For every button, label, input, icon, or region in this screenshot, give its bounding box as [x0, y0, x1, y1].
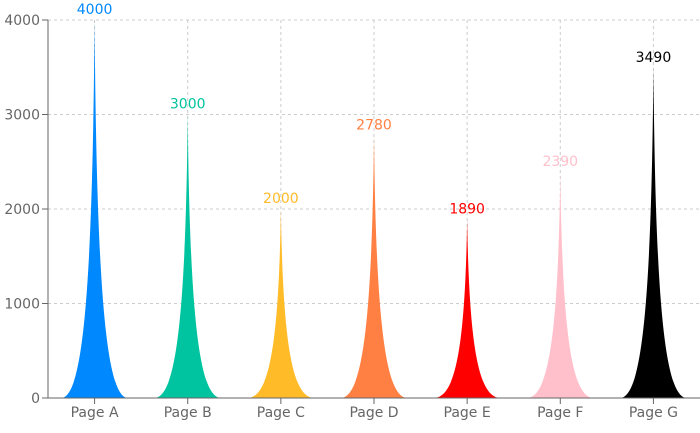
bar [526, 172, 594, 398]
x-tick-label: Page G [629, 405, 678, 421]
x-tick-label: Page B [164, 405, 212, 421]
y-tick-label: 4000 [4, 13, 40, 29]
bar [433, 219, 501, 398]
data-label: 4000 [77, 2, 113, 18]
x-tick-label: Page D [349, 405, 398, 421]
y-tick-label: 2000 [4, 202, 40, 218]
bar [154, 114, 222, 398]
data-label: 2780 [356, 117, 392, 133]
x-tick-label: Page E [444, 405, 491, 421]
data-label: 3000 [170, 97, 206, 113]
bar [340, 135, 408, 399]
data-label: 2000 [263, 191, 299, 207]
y-tick-label: 0 [31, 391, 40, 407]
data-label: 1890 [449, 201, 485, 217]
x-tick-label: Page A [71, 405, 119, 421]
x-tick-label: Page F [537, 405, 583, 421]
bar [61, 20, 129, 398]
bar [247, 209, 315, 398]
data-label: 3490 [636, 50, 672, 66]
data-label: 2390 [542, 154, 578, 170]
x-tick-label: Page C [257, 405, 305, 421]
value-labels: 4000 3000 2000 2780 1890 2390 3490 [77, 2, 671, 217]
axes: 0 1000 2000 3000 4000 Page A Page B Page C Page … [4, 13, 700, 421]
bar [619, 68, 687, 398]
y-tick-label: 1000 [4, 297, 40, 313]
y-tick-label: 3000 [4, 108, 40, 124]
bars [61, 20, 687, 399]
